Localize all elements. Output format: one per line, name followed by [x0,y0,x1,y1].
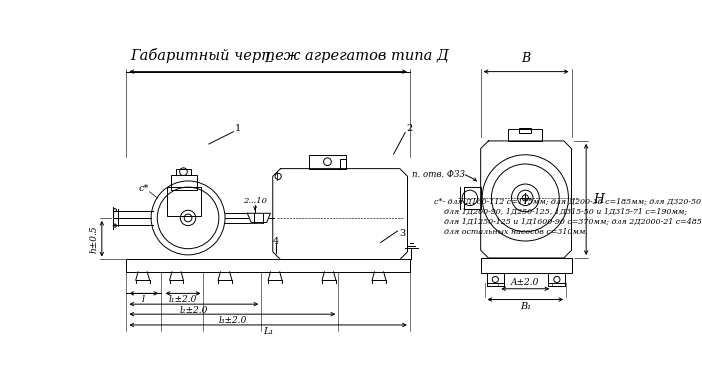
Polygon shape [247,213,270,223]
Text: 3: 3 [399,229,405,238]
Bar [508,129,542,141]
Bar [171,175,197,190]
Bar [309,155,346,169]
Bar [486,273,504,283]
Text: 2...10: 2...10 [243,197,267,205]
Bar [519,128,531,133]
Text: H: H [593,193,604,206]
Bar [166,187,201,216]
Bar [340,159,346,169]
Bar [548,273,565,283]
Text: п. отв. Φ33: п. отв. Φ33 [412,170,465,179]
Text: c*: c* [138,184,149,193]
Bar [464,187,481,209]
Text: B₁: B₁ [519,302,531,311]
Text: A±2.0: A±2.0 [511,278,540,287]
Bar [126,259,410,272]
Text: h±0.5: h±0.5 [90,225,98,253]
Text: l₁±2.0: l₁±2.0 [169,295,197,304]
Text: Габаритный чертеж агрегатов типа Д: Габаритный чертеж агрегатов типа Д [131,48,449,63]
Bar [481,258,571,273]
Text: 1: 1 [235,124,241,133]
Text: l: l [142,295,145,304]
Text: с*- для Д160-112 с=175мм; для Д200-36 с=185мм; для Д320-50 с=215мм;: с*- для Д160-112 с=175мм; для Д200-36 с=… [434,198,702,206]
Text: для 1Д200-90, 1Д250-125, 1Д315-50 и 1Д315-71 с=190мм;: для 1Д200-90, 1Д250-125, 1Д315-50 и 1Д31… [434,208,687,216]
Text: 4: 4 [272,236,279,246]
Text: L₁: L₁ [263,327,273,336]
Text: L: L [264,52,272,65]
Text: l₃±2.0: l₃±2.0 [218,316,246,325]
Text: B: B [522,52,531,65]
Text: l₂±2.0: l₂±2.0 [180,306,208,315]
Text: 2: 2 [406,124,412,133]
Bar [176,169,191,175]
Text: для остальных насосов с=310мм.: для остальных насосов с=310мм. [434,228,588,236]
Text: для 1Д1250-125 и 1Д1600-90 с=370мм; для 2Д2000-21 с=485мм,: для 1Д1250-125 и 1Д1600-90 с=370мм; для … [434,218,702,226]
